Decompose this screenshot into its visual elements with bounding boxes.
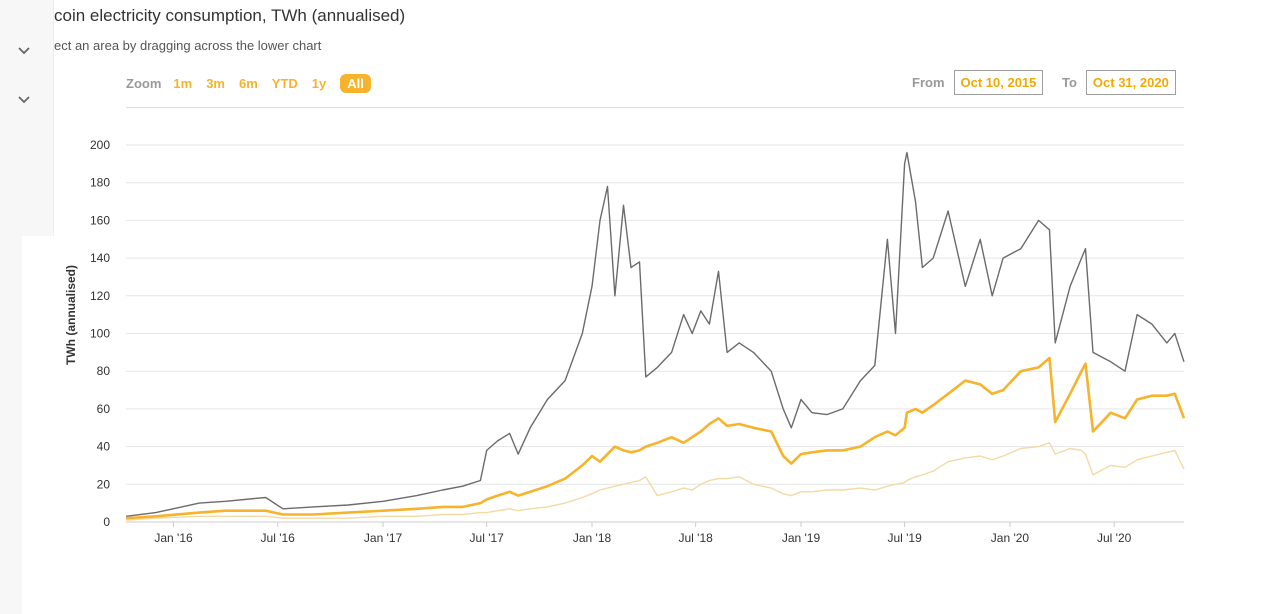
- from-date-input[interactable]: Oct 10, 2015: [953, 70, 1044, 95]
- zoom-label: Zoom: [126, 75, 162, 91]
- y-tick-label: 120: [90, 289, 110, 303]
- chart-grid: [126, 144, 1184, 523]
- x-tick-label: Jan '20: [991, 531, 1030, 545]
- chevron-down-icon[interactable]: [14, 44, 34, 60]
- from-label: From: [912, 75, 945, 90]
- x-tick-label: Jan '19: [782, 531, 821, 545]
- y-tick-label: 0: [103, 515, 110, 529]
- x-tick-label: Jul '17: [470, 531, 505, 545]
- x-tick-label: Jul '18: [678, 531, 713, 545]
- sidebar-strip: [0, 236, 22, 614]
- zoom-ytd-button[interactable]: YTD: [271, 75, 298, 91]
- y-tick-label: 140: [90, 251, 110, 265]
- chart-title: coin electricity consumption, TWh (annua…: [54, 6, 406, 25]
- y-tick-label: 40: [97, 440, 111, 454]
- zoom-1m-button[interactable]: 1m: [173, 75, 193, 91]
- zoom-bar: Zoom 1m 3m 6m YTD 1y All: [126, 72, 385, 94]
- y-tick-label: 180: [90, 176, 110, 190]
- range-separator: [126, 107, 1184, 108]
- chart-subtitle: ect an area by dragging across the lower…: [54, 38, 322, 53]
- series-line-2: [125, 442, 1185, 521]
- y-tick-label: 160: [90, 213, 110, 227]
- chevron-down-icon[interactable]: [14, 93, 34, 109]
- zoom-6m-button[interactable]: 6m: [238, 75, 258, 91]
- x-tick-label: Jul '19: [887, 531, 922, 545]
- to-date-input[interactable]: Oct 31, 2020: [1085, 70, 1176, 95]
- y-tick-label: 200: [90, 138, 110, 152]
- x-tick-label: Jan '16: [154, 531, 193, 545]
- series-line-1: [125, 356, 1186, 520]
- x-tick-label: Jul '20: [1097, 531, 1132, 545]
- x-axis-ticks: Jan '16 Jul '16 Jan '17 Jul '17 Jan '18 Jul '…: [154, 522, 1132, 545]
- y-tick-label: 100: [90, 327, 110, 341]
- x-tick-label: Jul '16: [261, 531, 296, 545]
- sidebar-panel: [0, 0, 54, 236]
- y-axis-label: TWh (annualised): [64, 265, 78, 365]
- series-line-0: [125, 151, 1185, 517]
- y-tick-label: 60: [97, 402, 111, 416]
- zoom-1y-button[interactable]: 1y: [311, 75, 327, 91]
- range-to: To Oct 31, 2020: [1062, 70, 1176, 95]
- x-tick-label: Jan '18: [573, 531, 612, 545]
- zoom-3m-button[interactable]: 3m: [206, 75, 225, 91]
- y-tick-label: 80: [97, 364, 111, 378]
- range-from: From Oct 10, 2015: [912, 70, 1044, 95]
- y-tick-label: 20: [97, 477, 111, 491]
- zoom-all-button[interactable]: All: [340, 73, 371, 93]
- chart-series: [125, 151, 1186, 521]
- x-tick-label: Jan '17: [364, 531, 403, 545]
- y-axis-ticks: 0 20 40 60 80 100 120 140 160 180 200: [90, 138, 110, 529]
- to-label: To: [1062, 75, 1077, 90]
